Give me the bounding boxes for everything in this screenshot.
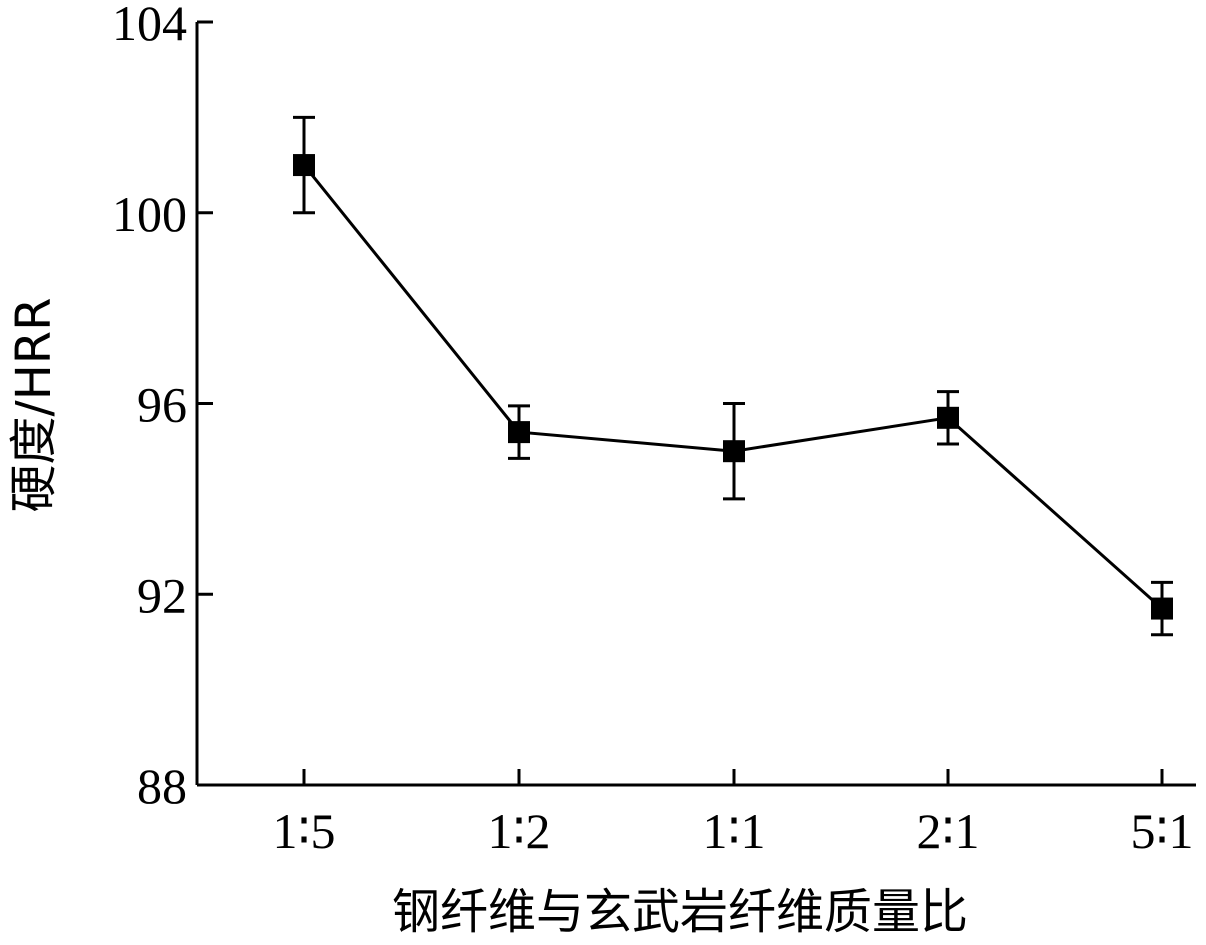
y-tick-label: 88 [137,758,187,814]
data-point [508,421,530,444]
x-tick-label: 1∶5 [272,803,335,859]
y-tick-label: 100 [112,186,187,242]
x-tick-label: 1∶2 [487,803,550,859]
x-tick-label: 2∶1 [916,803,979,859]
data-point [723,440,745,463]
y-axis-title: 硬度/HRR [6,298,62,513]
data-point [1151,597,1173,620]
axes [195,22,1196,787]
x-tick-label: 5∶1 [1130,803,1193,859]
y-tick-label: 104 [112,0,187,51]
y-tick-label: 96 [137,377,187,433]
y-tick-label: 92 [137,567,187,623]
x-axis-ticks: 1∶5 1∶2 1∶1 2∶1 5∶1 [272,769,1194,859]
y-axis-ticks: 88 92 96 100 104 [112,0,213,814]
x-tick-label: 1∶1 [702,803,765,859]
series-layer [293,115,1173,637]
x-axis-title: 钢纤维与玄武岩纤维质量比 [392,884,968,940]
data-point [937,406,959,429]
data-point [293,154,315,177]
series-line [302,164,1163,610]
